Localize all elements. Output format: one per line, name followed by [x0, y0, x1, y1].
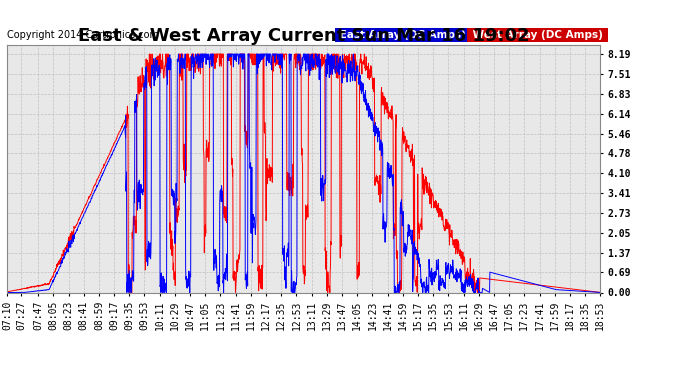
Text: East Array (DC Amps): East Array (DC Amps) — [336, 30, 470, 40]
Text: West Array (DC Amps): West Array (DC Amps) — [469, 30, 606, 40]
Title: East & West Array Current Sun Mar 16 19:02: East & West Array Current Sun Mar 16 19:… — [78, 27, 529, 45]
Text: Copyright 2014 Cartronics.com: Copyright 2014 Cartronics.com — [7, 30, 159, 40]
